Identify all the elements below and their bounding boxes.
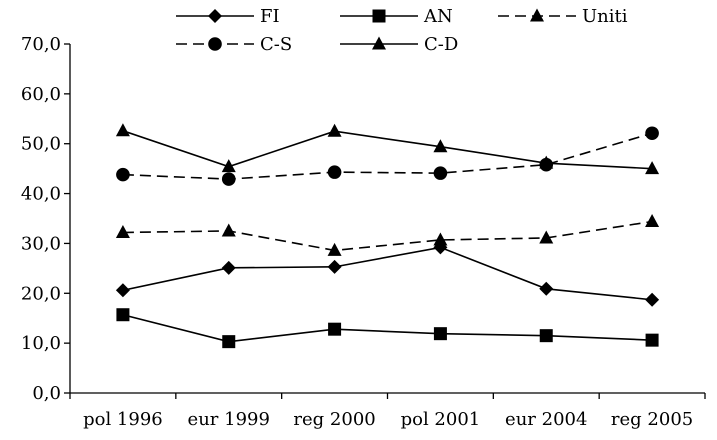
x-tick-label: pol 1996 xyxy=(83,409,163,430)
data-point-uniti xyxy=(115,224,130,238)
data-point-an xyxy=(222,335,236,349)
data-point-fi xyxy=(539,281,554,296)
series-layer xyxy=(115,123,660,349)
data-point-an xyxy=(328,322,342,336)
legend-item-uniti: Uniti xyxy=(498,6,628,27)
series-fi xyxy=(115,240,660,307)
y-axis-ticks: 0,0 10,0 20,0 30,0 40,0 50,0 60,0 70,0 xyxy=(21,34,70,404)
x-tick-label: eur 1999 xyxy=(188,409,270,430)
data-point-c-s xyxy=(327,165,342,179)
data-point-uniti xyxy=(645,213,660,227)
data-point-uniti xyxy=(221,223,236,237)
legend-item-c-d: C-D xyxy=(340,34,458,55)
y-tick-label: 20,0 xyxy=(21,283,61,304)
data-point-c-s xyxy=(645,126,659,141)
legend-item-an: AN xyxy=(340,6,453,27)
y-tick-label: 30,0 xyxy=(21,233,61,254)
legend-marker-an xyxy=(372,9,386,23)
data-point-an xyxy=(433,327,447,341)
data-point-uniti xyxy=(327,242,342,256)
data-point-c-d xyxy=(433,139,448,153)
y-tick-label: 50,0 xyxy=(21,134,61,155)
series-line-fi xyxy=(122,246,653,301)
data-point-c-s xyxy=(116,167,130,182)
x-tick-label: eur 2004 xyxy=(505,409,587,430)
legend-marker-fi xyxy=(208,9,222,23)
data-point-c-d xyxy=(645,161,660,175)
data-point-fi xyxy=(221,260,236,275)
data-point-c-s xyxy=(221,172,236,186)
data-point-fi xyxy=(115,283,130,298)
legend-item-c-s: C-S xyxy=(176,34,292,55)
y-tick-label: 40,0 xyxy=(21,184,61,205)
data-point-c-d xyxy=(327,123,342,137)
legend-marker-uniti xyxy=(530,8,544,22)
series-c-d xyxy=(115,123,660,175)
y-tick-label: 70,0 xyxy=(21,34,61,55)
legend-label-fi: FI xyxy=(260,6,280,27)
series-line-c-d xyxy=(122,129,653,170)
data-point-uniti xyxy=(433,232,448,246)
data-point-c-d xyxy=(539,155,554,169)
data-point-fi xyxy=(327,259,342,274)
data-point-an xyxy=(116,308,130,322)
data-point-c-s xyxy=(433,166,448,180)
y-tick-label: 0,0 xyxy=(32,383,61,404)
data-point-c-d xyxy=(221,159,236,173)
data-point-an xyxy=(645,333,659,347)
y-tick-label: 10,0 xyxy=(21,333,61,354)
legend: FI AN Uniti C-S C-D xyxy=(176,6,628,55)
series-line-c-s xyxy=(122,132,653,180)
legend-label-c-d: C-D xyxy=(424,34,458,55)
data-point-fi xyxy=(645,292,660,307)
x-axis-ticks: pol 1996 eur 1999 reg 2000 pol 2001 eur 2004… xyxy=(69,393,706,430)
legend-label-uniti: Uniti xyxy=(582,6,628,27)
series-line-an xyxy=(122,313,653,343)
y-tick-label: 60,0 xyxy=(21,84,61,105)
x-tick-label: pol 2001 xyxy=(401,409,481,430)
legend-label-an: AN xyxy=(423,6,453,27)
legend-marker-c-d xyxy=(372,36,386,50)
series-an xyxy=(116,308,659,349)
x-tick-label: reg 2005 xyxy=(611,409,693,430)
series-uniti xyxy=(115,213,660,256)
legend-item-fi: FI xyxy=(176,6,280,27)
data-point-c-d xyxy=(115,123,130,137)
axes xyxy=(69,44,705,394)
data-point-an xyxy=(539,329,553,343)
series-line-uniti xyxy=(122,220,653,252)
series-c-s xyxy=(116,126,659,186)
x-tick-label: reg 2000 xyxy=(293,409,375,430)
legend-label-c-s: C-S xyxy=(260,34,292,55)
legend-marker-c-s xyxy=(208,37,222,51)
data-point-uniti xyxy=(539,230,554,244)
